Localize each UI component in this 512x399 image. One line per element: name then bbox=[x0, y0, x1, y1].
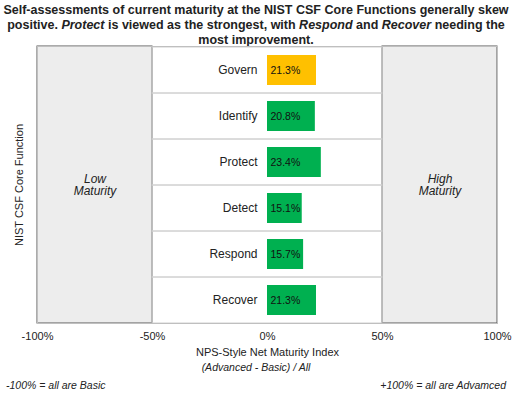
svg-text:20.8%: 20.8% bbox=[271, 110, 301, 122]
svg-text:NPS-Style Net Maturity Index: NPS-Style Net Maturity Index bbox=[196, 346, 340, 358]
html-text:-100% = all are Basic: -100% = all are Basic bbox=[6, 379, 106, 391]
svg-text:Govern: Govern bbox=[218, 63, 257, 77]
html-text:+100% = all are Advamced: +100% = all are Advamced bbox=[380, 379, 506, 391]
svg-text:15.7%: 15.7% bbox=[271, 248, 301, 260]
svg-text:HighMaturity: HighMaturity bbox=[419, 172, 463, 198]
svg-text:Detect: Detect bbox=[223, 201, 258, 215]
html-text:positive. Protect is viewed as: positive. Protect is viewed as the stron… bbox=[7, 18, 505, 32]
svg-text:23.4%: 23.4% bbox=[271, 156, 301, 168]
svg-text:21.3%: 21.3% bbox=[271, 64, 301, 76]
svg-text:-50%: -50% bbox=[140, 330, 166, 342]
svg-text:15.1%: 15.1% bbox=[271, 202, 301, 214]
svg-text:NIST CSF Core Function: NIST CSF Core Function bbox=[13, 124, 25, 246]
svg-text:LowMaturity: LowMaturity bbox=[74, 172, 118, 198]
svg-text:-100%: -100% bbox=[22, 330, 54, 342]
svg-text:0%: 0% bbox=[260, 330, 276, 342]
svg-text:100%: 100% bbox=[483, 330, 511, 342]
svg-text:Respond: Respond bbox=[209, 247, 257, 261]
svg-text:50%: 50% bbox=[371, 330, 393, 342]
html-text:Self-assessments of current ma: Self-assessments of current maturity at … bbox=[3, 3, 509, 17]
svg-text:Recover: Recover bbox=[213, 293, 258, 307]
html-text:(Advanced - Basic) / All: (Advanced - Basic) / All bbox=[201, 361, 311, 373]
svg-text:Protect: Protect bbox=[219, 155, 258, 169]
svg-text:21.3%: 21.3% bbox=[271, 294, 301, 306]
svg-text:Identify: Identify bbox=[219, 109, 258, 123]
html-text:most improvement.: most improvement. bbox=[198, 33, 314, 47]
